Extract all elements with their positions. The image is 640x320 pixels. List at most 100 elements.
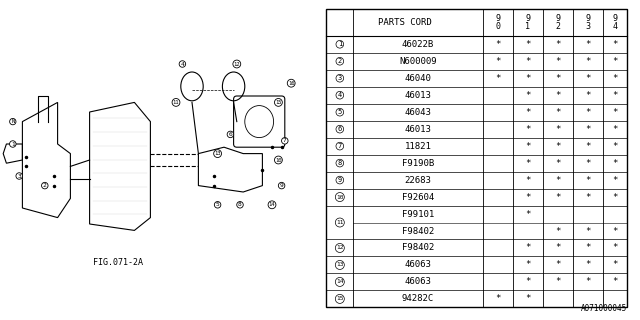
Text: *: * (586, 142, 591, 151)
Text: *: * (556, 176, 561, 185)
Text: *: * (612, 57, 618, 66)
Text: *: * (495, 74, 500, 83)
Text: 3: 3 (17, 173, 21, 179)
Text: 16: 16 (288, 81, 294, 86)
Text: 12: 12 (234, 61, 240, 67)
Text: 11: 11 (173, 100, 179, 105)
Text: *: * (525, 159, 531, 168)
Text: N600009: N600009 (399, 57, 437, 66)
Text: 9
3: 9 3 (586, 14, 591, 31)
Text: *: * (612, 227, 618, 236)
Text: *: * (525, 91, 531, 100)
Text: *: * (586, 125, 591, 134)
Text: *: * (586, 57, 591, 66)
Text: 15: 15 (336, 296, 344, 301)
Text: N: N (11, 119, 15, 124)
Text: *: * (612, 74, 618, 83)
Text: 10: 10 (275, 157, 282, 163)
Text: *: * (556, 244, 561, 252)
Text: *: * (586, 40, 591, 49)
Text: 46040: 46040 (404, 74, 431, 83)
Text: *: * (586, 108, 591, 117)
Text: F98402: F98402 (402, 227, 434, 236)
Text: 3: 3 (338, 75, 342, 81)
Text: *: * (525, 260, 531, 269)
Text: 5: 5 (216, 202, 220, 207)
Text: *: * (612, 159, 618, 168)
Text: *: * (556, 57, 561, 66)
Text: FIG.071-2A: FIG.071-2A (93, 258, 143, 267)
Text: 9
1: 9 1 (525, 14, 531, 31)
Text: 14: 14 (336, 279, 344, 284)
Text: 7: 7 (283, 138, 287, 143)
Text: 12: 12 (336, 245, 344, 251)
Text: *: * (525, 142, 531, 151)
Text: 1: 1 (338, 41, 342, 47)
Text: *: * (556, 142, 561, 151)
Text: 13: 13 (336, 262, 344, 268)
Text: *: * (525, 125, 531, 134)
Text: *: * (556, 277, 561, 286)
Text: *: * (612, 108, 618, 117)
Text: *: * (556, 260, 561, 269)
Text: 9: 9 (280, 183, 284, 188)
Text: *: * (586, 159, 591, 168)
Text: *: * (586, 74, 591, 83)
Text: 15: 15 (275, 100, 282, 105)
Text: *: * (612, 40, 618, 49)
Text: 9
4: 9 4 (612, 14, 618, 31)
Text: F98402: F98402 (402, 244, 434, 252)
Text: *: * (525, 294, 531, 303)
Text: A071000045: A071000045 (581, 304, 627, 313)
Text: 9
0: 9 0 (495, 14, 500, 31)
Text: *: * (556, 193, 561, 202)
Text: *: * (612, 91, 618, 100)
Text: *: * (612, 176, 618, 185)
Text: PARTS CORD: PARTS CORD (378, 18, 431, 27)
Text: 46043: 46043 (404, 108, 431, 117)
Text: *: * (525, 176, 531, 185)
Text: 9: 9 (338, 177, 342, 183)
Text: F99101: F99101 (402, 210, 434, 219)
Text: *: * (495, 40, 500, 49)
Text: *: * (586, 244, 591, 252)
Text: 2: 2 (43, 183, 47, 188)
Text: 46022B: 46022B (402, 40, 434, 49)
Text: *: * (612, 125, 618, 134)
Text: *: * (525, 40, 531, 49)
Text: *: * (586, 227, 591, 236)
Text: *: * (556, 108, 561, 117)
Text: *: * (586, 193, 591, 202)
Text: 46063: 46063 (404, 277, 431, 286)
Text: 11821: 11821 (404, 142, 431, 151)
Text: *: * (525, 277, 531, 286)
Text: *: * (612, 193, 618, 202)
Text: *: * (586, 176, 591, 185)
Text: 6: 6 (228, 132, 232, 137)
Text: *: * (525, 193, 531, 202)
Text: *: * (556, 227, 561, 236)
Text: 8: 8 (338, 160, 342, 166)
Text: 46013: 46013 (404, 91, 431, 100)
Text: *: * (525, 74, 531, 83)
Text: *: * (525, 57, 531, 66)
Text: *: * (495, 57, 500, 66)
Text: 5: 5 (338, 109, 342, 115)
Text: 13: 13 (214, 151, 221, 156)
Text: 11: 11 (336, 220, 344, 225)
Text: *: * (556, 40, 561, 49)
Text: 1: 1 (11, 141, 15, 147)
Text: 4: 4 (338, 92, 342, 98)
Text: *: * (586, 277, 591, 286)
Text: *: * (556, 91, 561, 100)
Text: F92604: F92604 (402, 193, 434, 202)
Text: *: * (556, 159, 561, 168)
Text: *: * (586, 260, 591, 269)
Text: 46063: 46063 (404, 260, 431, 269)
Text: *: * (556, 125, 561, 134)
Text: 22683: 22683 (404, 176, 431, 185)
Text: 8: 8 (238, 202, 242, 207)
Text: 94282C: 94282C (402, 294, 434, 303)
Text: *: * (612, 142, 618, 151)
Text: *: * (586, 91, 591, 100)
